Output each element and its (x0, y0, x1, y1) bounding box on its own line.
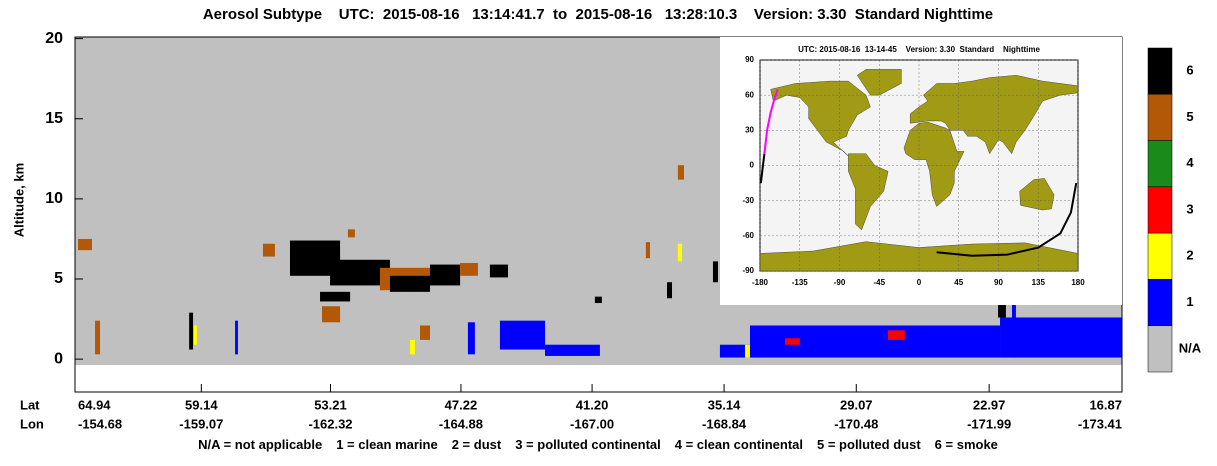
aerosol-feature (235, 321, 238, 355)
colorbar-cell (1148, 48, 1172, 94)
colorbar-cell (1148, 326, 1172, 372)
lon-tick-label: -170.48 (834, 416, 878, 431)
x-tick-label: 59.14 (185, 397, 218, 412)
legend-entry: 6 = smoke (935, 437, 998, 452)
legend-entry: N/A = not applicable (198, 437, 322, 452)
map-x-tick-label: -135 (792, 278, 809, 287)
x-tick-label: 22.97 (973, 397, 1006, 412)
aerosol-feature (194, 325, 197, 344)
aerosol-feature (460, 263, 478, 276)
map-y-tick-label: 60 (745, 90, 754, 99)
colorbar-label: 2 (1186, 248, 1193, 263)
aerosol-feature (678, 244, 682, 262)
aerosol-feature (1000, 317, 1122, 357)
map-y-tick-label: 90 (745, 55, 754, 64)
colorbar-cell (1148, 233, 1172, 279)
colorbar-cell (1148, 279, 1172, 325)
colorbar-cell (1148, 141, 1172, 187)
colorbar-label: 3 (1186, 201, 1193, 216)
x-tick-label: 53.21 (314, 397, 347, 412)
chart: Aerosol Subtype UTC: 2015-08-16 13:14:41… (0, 0, 1217, 461)
map-x-tick-label: -90 (834, 278, 846, 287)
x-tick-label: 41.20 (576, 397, 609, 412)
y-tick-label: 10 (45, 190, 63, 207)
aerosol-feature (189, 313, 193, 350)
x-row-label: Lat (20, 397, 40, 412)
aerosol-feature (430, 265, 460, 286)
lon-tick-label: -168.84 (702, 416, 747, 431)
aerosol-feature (468, 322, 475, 354)
aerosol-feature (646, 242, 650, 258)
aerosol-feature (420, 325, 430, 339)
x-tick-label: 47.22 (445, 397, 478, 412)
map-y-tick-label: 30 (745, 125, 754, 134)
lon-tick-label: -162.32 (308, 416, 352, 431)
map-y-tick-label: -60 (742, 231, 754, 240)
aerosol-feature (390, 276, 430, 292)
lon-tick-label: -164.88 (439, 416, 483, 431)
map-x-tick-label: 135 (1032, 278, 1046, 287)
aerosol-feature (490, 265, 508, 278)
map-y-tick-label: -90 (742, 266, 754, 275)
colorbar-cell (1148, 187, 1172, 233)
aerosol-feature (500, 321, 545, 350)
aerosol-feature (263, 244, 275, 257)
colorbar-label: 5 (1186, 109, 1193, 124)
legend-text: N/A = not applicable 1 = clean marine 2 = … (198, 437, 998, 452)
colorbar-cell (1148, 94, 1172, 140)
map-x-tick-label: -180 (752, 278, 769, 287)
legend-entry: 5 = polluted dust (817, 437, 921, 452)
x-tick-label: 64.94 (78, 397, 111, 412)
y-tick-label: 20 (45, 30, 63, 47)
legend-entry: 4 = clean continental (675, 437, 803, 452)
colorbar-label: 1 (1186, 294, 1193, 309)
map-x-tick-label: 90 (994, 278, 1003, 287)
y-tick-label: 0 (54, 350, 63, 367)
x-tick-label: 35.14 (708, 397, 741, 412)
legend-entry: 1 = clean marine (336, 437, 438, 452)
map-x-tick-label: 180 (1071, 278, 1085, 287)
legend-entry: 3 = polluted continental (515, 437, 661, 452)
aerosol-feature (595, 297, 602, 303)
aerosol-feature (410, 340, 415, 354)
x-row-label: Lon (20, 416, 44, 431)
colorbar-label: 4 (1186, 155, 1194, 170)
x-tick-label: 29.07 (840, 397, 873, 412)
aerosol-feature (785, 338, 800, 344)
aerosol-feature (320, 292, 350, 302)
y-tick-label: 15 (45, 110, 63, 127)
aerosol-feature (545, 345, 600, 356)
map-y-tick-label: -30 (742, 196, 754, 205)
aerosol-feature (888, 330, 905, 340)
lon-tick-label: -159.07 (179, 416, 223, 431)
map-x-tick-label: 45 (954, 278, 963, 287)
map-x-tick-label: 0 (917, 278, 922, 287)
lon-tick-label: -171.99 (967, 416, 1011, 431)
aerosol-feature (678, 165, 684, 179)
aerosol-feature (322, 306, 340, 322)
lon-tick-label: -167.00 (570, 416, 614, 431)
map-y-tick-label: 0 (750, 161, 755, 170)
aerosol-feature (713, 261, 718, 282)
colorbar-label: N/A (1179, 340, 1202, 355)
aerosol-feature (1012, 300, 1016, 358)
aerosol-feature (78, 239, 92, 250)
inset-map: UTC: 2015-08-16 13-14-45 Version: 3.30 S… (720, 37, 1122, 305)
y-tick-label: 5 (54, 270, 63, 287)
colorbar: 6 5 4 3 2 1 N/A (1148, 48, 1202, 372)
chart-title: Aerosol Subtype UTC: 2015-08-16 13:14:41… (203, 6, 993, 23)
aerosol-feature (745, 345, 750, 358)
lon-tick-label: -173.41 (1078, 416, 1122, 431)
map-x-tick-label: -45 (873, 278, 885, 287)
aerosol-feature (667, 282, 672, 298)
legend-entry: 2 = dust (452, 437, 502, 452)
page: Aerosol Subtype UTC: 2015-08-16 13:14:41… (0, 0, 1217, 466)
lon-tick-label: -154.68 (78, 416, 122, 431)
aerosol-feature (348, 229, 355, 237)
inset-title: UTC: 2015-08-16 13-14-45 Version: 3.30 S… (798, 45, 1040, 54)
colorbar-label: 6 (1186, 63, 1193, 78)
y-axis-label: Altitude, km (11, 163, 26, 237)
aerosol-feature (95, 321, 100, 355)
x-tick-label: 16.87 (1089, 397, 1122, 412)
